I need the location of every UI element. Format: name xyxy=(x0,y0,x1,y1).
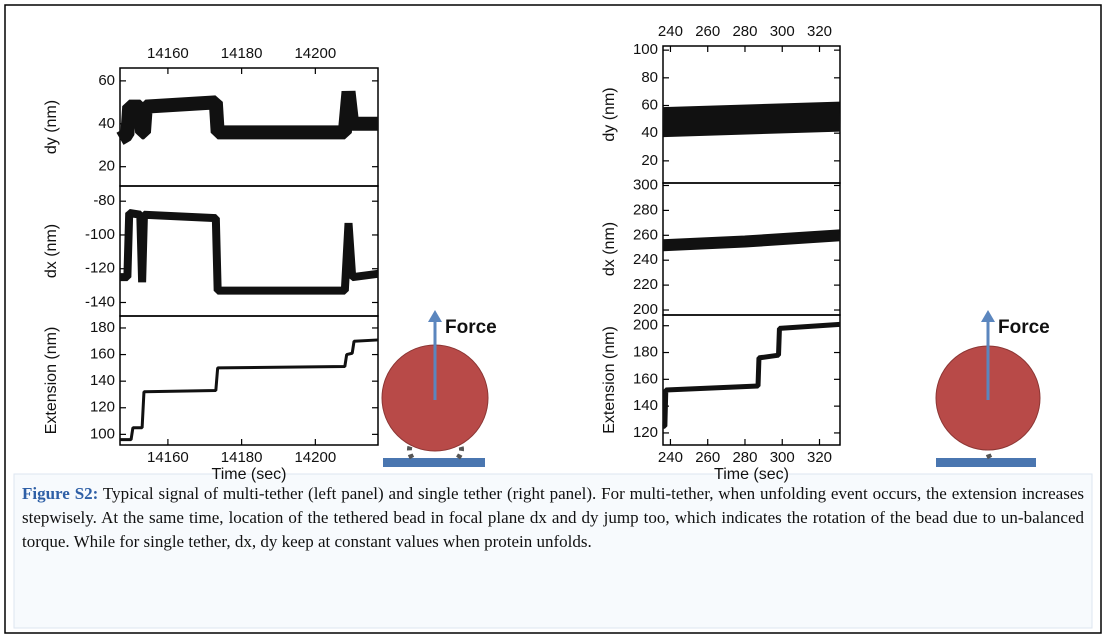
x-axis-label: Time (sec) xyxy=(212,466,287,483)
y-tick-label: 200 xyxy=(633,301,658,318)
y-tick-label: 140 xyxy=(90,372,115,389)
y-tick-label: -140 xyxy=(85,293,115,310)
x-tick-label: 240 xyxy=(658,449,683,466)
y-tick-label: 200 xyxy=(633,317,658,334)
force-label: Force xyxy=(445,317,497,338)
x-axis-label: Time (sec) xyxy=(714,466,789,483)
x-tick-label: 260 xyxy=(695,23,720,40)
plot-frame xyxy=(662,314,841,446)
y-tick-label: 20 xyxy=(98,158,115,175)
y-axis-label: Extension (nm) xyxy=(601,326,618,434)
x-tick-label: 14160 xyxy=(147,45,189,62)
arrow-head xyxy=(981,310,995,322)
x-tick-label: 320 xyxy=(807,23,832,40)
y-tick-label: 300 xyxy=(633,176,658,193)
x-tick-label: 300 xyxy=(770,23,795,40)
caption-label: Figure S2: xyxy=(22,484,99,503)
trace xyxy=(662,229,841,252)
trace xyxy=(662,321,841,429)
arrow-head xyxy=(428,310,442,322)
y-axis-label: dx (nm) xyxy=(601,222,618,276)
trace xyxy=(120,338,379,442)
y-axis-label: dy (nm) xyxy=(43,100,60,154)
y-tick-label: 40 xyxy=(641,124,658,141)
trace xyxy=(120,209,379,295)
y-axis-label: dy (nm) xyxy=(601,87,618,141)
caption: Figure S2: Typical signal of multi-tethe… xyxy=(22,482,1084,554)
caption-box xyxy=(13,473,1093,629)
trace xyxy=(116,90,378,145)
plot-frame xyxy=(119,185,379,317)
y-tick-label: 260 xyxy=(633,226,658,243)
x-tick-label: 280 xyxy=(732,449,757,466)
single-tether-diagram: Force xyxy=(935,310,1050,467)
y-tick-label: 60 xyxy=(98,72,115,89)
surface xyxy=(936,458,1036,467)
y-tick-label: 120 xyxy=(633,424,658,441)
x-tick-label: 280 xyxy=(732,23,757,40)
x-tick-label: 320 xyxy=(807,449,832,466)
x-tick-label: 300 xyxy=(770,449,795,466)
y-tick-label: -100 xyxy=(85,226,115,243)
x-tick-label: 14160 xyxy=(147,449,189,466)
y-tick-label: 20 xyxy=(641,152,658,169)
y-tick-label: 160 xyxy=(633,370,658,387)
y-tick-label: 180 xyxy=(90,319,115,336)
y-tick-label: 120 xyxy=(90,399,115,416)
caption-text: Typical signal of multi-tether (left pan… xyxy=(22,484,1084,551)
y-tick-label: 100 xyxy=(90,425,115,442)
page-border xyxy=(4,4,1102,634)
force-label: Force xyxy=(998,317,1050,338)
y-tick-label: 100 xyxy=(633,41,658,58)
y-tick-label: 60 xyxy=(641,96,658,113)
y-tick-label: -120 xyxy=(85,260,115,277)
y-tick-label: 40 xyxy=(98,115,115,132)
x-tick-label: 14180 xyxy=(221,449,263,466)
x-tick-label: 260 xyxy=(695,449,720,466)
x-tick-label: 14200 xyxy=(294,449,336,466)
plot-frame xyxy=(119,315,379,446)
y-tick-label: -80 xyxy=(93,192,115,209)
y-tick-label: 240 xyxy=(633,251,658,268)
y-axis-label: dx (nm) xyxy=(43,224,60,278)
surface xyxy=(383,458,485,467)
trace xyxy=(662,101,841,138)
y-tick-label: 180 xyxy=(633,343,658,360)
x-tick-label: 14200 xyxy=(294,45,336,62)
multi-tether-diagram: Force xyxy=(381,310,497,467)
x-tick-label: 240 xyxy=(658,23,683,40)
y-tick-label: 140 xyxy=(633,397,658,414)
y-axis-label: Extension (nm) xyxy=(43,327,60,435)
y-tick-label: 280 xyxy=(633,201,658,218)
y-tick-label: 80 xyxy=(641,69,658,86)
y-tick-label: 160 xyxy=(90,346,115,363)
y-tick-label: 220 xyxy=(633,276,658,293)
x-tick-label: 14180 xyxy=(221,45,263,62)
tether xyxy=(450,401,465,460)
